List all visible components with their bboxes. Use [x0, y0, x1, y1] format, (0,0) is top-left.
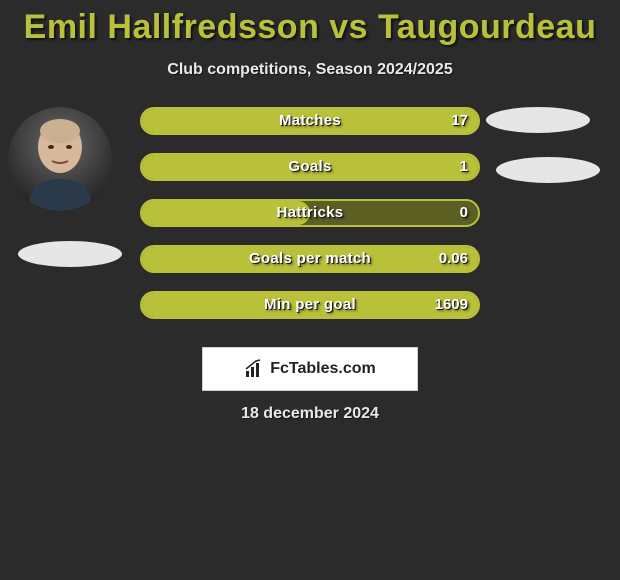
- stat-row: Matches 17: [140, 107, 480, 135]
- bar-chart-icon: [244, 359, 264, 379]
- stat-rows: Matches 17 Goals 1 Hattricks 0 Goals per…: [140, 107, 480, 337]
- stat-row-value: 0: [460, 201, 468, 225]
- date-label: 18 december 2024: [0, 405, 620, 423]
- stat-row: Goals per match 0.06: [140, 245, 480, 273]
- stat-row: Hattricks 0: [140, 199, 480, 227]
- stat-row-value: 0.06: [439, 247, 468, 271]
- avatar-shadow-left: [18, 241, 122, 267]
- stats-area: Matches 17 Goals 1 Hattricks 0 Goals per…: [0, 107, 620, 343]
- subtitle: Club competitions, Season 2024/2025: [0, 61, 620, 79]
- brand-label: FcTables.com: [270, 360, 376, 378]
- page-title: Emil Hallfredsson vs Taugourdeau: [0, 8, 620, 47]
- stat-row-value: 17: [451, 109, 468, 133]
- avatar-shadow-right-1: [486, 107, 590, 133]
- stat-row-label: Min per goal: [142, 293, 478, 317]
- player-left-avatar: [8, 107, 112, 211]
- stat-row-label: Goals: [142, 155, 478, 179]
- stat-row-value: 1: [460, 155, 468, 179]
- avatar-shadow-right-2: [496, 157, 600, 183]
- comparison-card: Emil Hallfredsson vs Taugourdeau Club co…: [0, 0, 620, 423]
- brand-badge[interactable]: FcTables.com: [202, 347, 418, 391]
- stat-row: Min per goal 1609: [140, 291, 480, 319]
- stat-row-label: Goals per match: [142, 247, 478, 271]
- stat-row-label: Hattricks: [142, 201, 478, 225]
- stat-row: Goals 1: [140, 153, 480, 181]
- stat-row-value: 1609: [435, 293, 468, 317]
- avatar-placeholder-icon: [8, 107, 112, 211]
- stat-row-label: Matches: [142, 109, 478, 133]
